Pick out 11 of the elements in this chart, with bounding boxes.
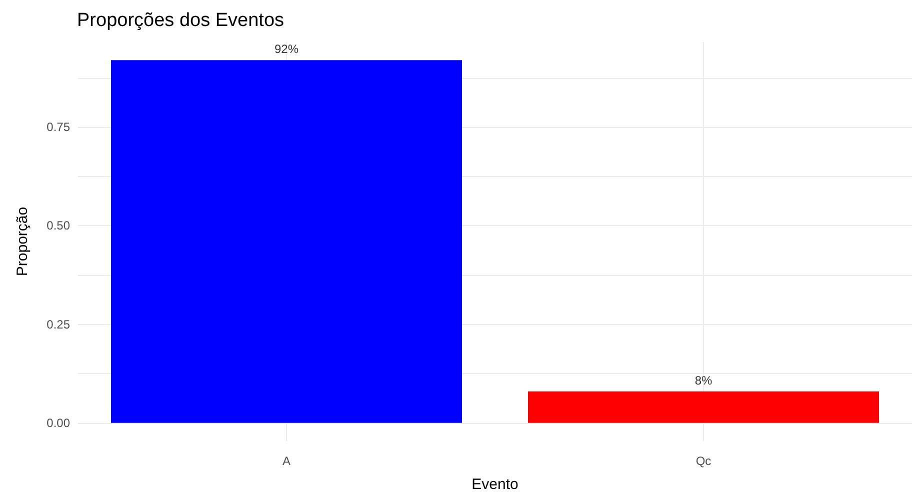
x-tick-label: A xyxy=(282,454,291,468)
y-tick-label: 0.00 xyxy=(46,416,70,430)
x-axis-title: Evento xyxy=(472,476,518,493)
y-tick-label: 0.50 xyxy=(46,218,70,233)
chart-title: Proporções dos Eventos xyxy=(77,10,284,31)
data-label: 8% xyxy=(694,373,712,388)
data-label: 92% xyxy=(274,42,299,56)
x-tick-label: Qc xyxy=(696,454,712,468)
y-axis-title: Proporção xyxy=(14,206,31,276)
y-tick-label: 0.25 xyxy=(46,317,70,332)
y-tick-label: 0.75 xyxy=(46,120,70,134)
